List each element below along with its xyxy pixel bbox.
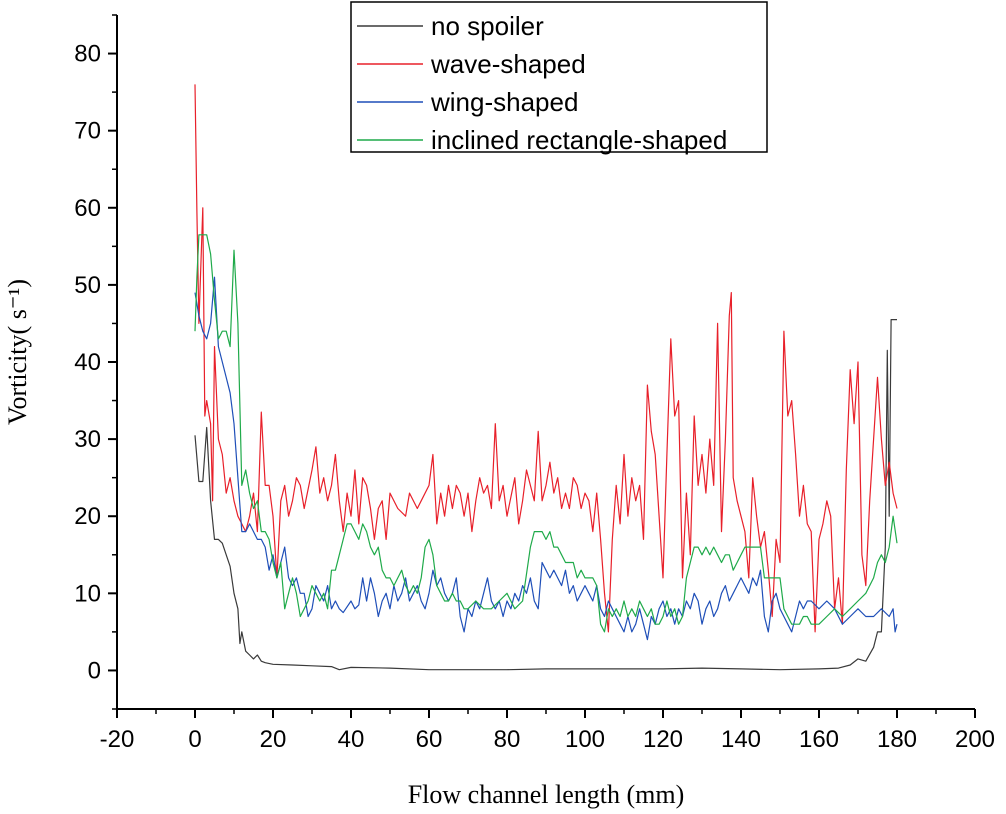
x-tick-label: 120 bbox=[643, 726, 683, 753]
x-axis-title: Flow channel length (mm) bbox=[408, 780, 685, 809]
y-tick-label: 50 bbox=[74, 272, 101, 299]
x-tick-label: 60 bbox=[416, 726, 443, 753]
x-tick-label: 0 bbox=[188, 726, 201, 753]
y-tick-label: 40 bbox=[74, 349, 101, 376]
x-tick-label: 160 bbox=[799, 726, 839, 753]
x-tick-label: 140 bbox=[721, 726, 761, 753]
y-tick-label: 0 bbox=[88, 657, 101, 684]
series-line-wave-shaped bbox=[194, 84, 898, 633]
legend-label: wave-shaped bbox=[430, 49, 586, 79]
legend: no spoiler wave-shaped wing-shaped inclined… bbox=[350, 1, 768, 155]
y-tick-label: 10 bbox=[74, 580, 101, 607]
series-line-no-spoiler bbox=[194, 319, 897, 671]
series-layer bbox=[194, 84, 898, 671]
series-line-inclined-rectangle-shaped bbox=[194, 234, 898, 633]
legend-label: wing-shaped bbox=[430, 87, 578, 117]
y-tick-label: 20 bbox=[74, 503, 101, 530]
x-tick-label: 180 bbox=[877, 726, 917, 753]
x-tick-label: -20 bbox=[100, 726, 135, 753]
series-line-wing-shaped bbox=[194, 276, 898, 641]
x-tick-label: 200 bbox=[955, 726, 995, 753]
x-tick-label: 40 bbox=[338, 726, 365, 753]
legend-label: no spoiler bbox=[431, 11, 544, 41]
legend-box bbox=[350, 1, 768, 153]
y-axis-title: Vorticity( s⁻¹) bbox=[3, 279, 32, 425]
axes-layer: -20 0 20 40 60 80 100 120 140 160 180 200 0 10 20 30 40 5… bbox=[74, 14, 995, 753]
y-tick-label: 70 bbox=[74, 118, 101, 145]
y-tick-label: 30 bbox=[74, 426, 101, 453]
legend-label: inclined rectangle-shaped bbox=[431, 125, 727, 155]
x-tick-label: 80 bbox=[494, 726, 521, 753]
x-tick-label: 20 bbox=[260, 726, 287, 753]
y-tick-label: 80 bbox=[74, 41, 101, 68]
x-tick-label: 100 bbox=[565, 726, 605, 753]
y-tick-label: 60 bbox=[74, 195, 101, 222]
